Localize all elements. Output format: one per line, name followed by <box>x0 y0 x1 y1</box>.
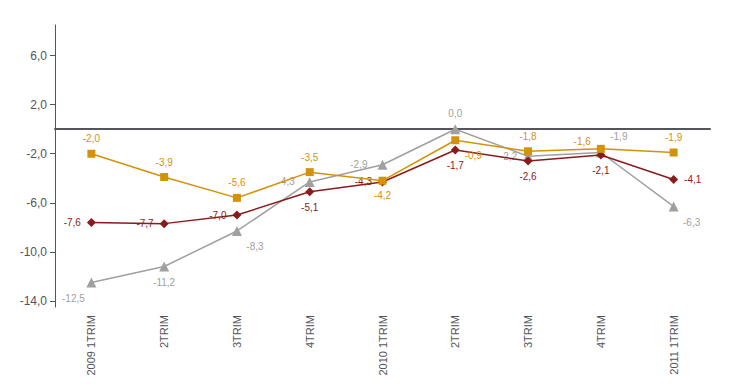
svg-text:-7,7: -7,7 <box>136 218 154 229</box>
svg-text:-4,1: -4,1 <box>684 174 702 185</box>
svg-text:2011 1TRIM: 2011 1TRIM <box>668 315 680 375</box>
svg-text:2TRIM: 2TRIM <box>449 315 461 348</box>
svg-text:-2,0: -2,0 <box>83 133 101 144</box>
svg-text:4TRIM: 4TRIM <box>595 315 607 348</box>
svg-text:3TRIM: 3TRIM <box>522 315 534 348</box>
svg-text:-7,6: -7,6 <box>64 217 82 228</box>
svg-text:-4,3: -4,3 <box>354 176 372 188</box>
svg-text:-2,9: -2,9 <box>350 159 368 170</box>
svg-text:-4,3: -4,3 <box>277 176 295 188</box>
svg-text:3TRIM: 3TRIM <box>231 315 243 348</box>
svg-text:-1,7: -1,7 <box>447 160 465 171</box>
svg-text:-1,9: -1,9 <box>665 132 683 143</box>
svg-text:-3,5: -3,5 <box>301 152 319 163</box>
svg-text:-7,0: -7,0 <box>209 210 227 221</box>
svg-text:2010 1TRIM: 2010 1TRIM <box>377 315 389 376</box>
svg-text:-1,8: -1,8 <box>519 131 537 142</box>
svg-text:2,0: 2,0 <box>30 98 47 112</box>
svg-text:-2,0: -2,0 <box>26 147 47 161</box>
svg-text:-2,1: -2,1 <box>592 165 610 176</box>
svg-text:-1,6: -1,6 <box>574 136 592 147</box>
svg-text:0,0: 0,0 <box>448 108 462 119</box>
svg-text:2TRIM: 2TRIM <box>158 315 170 348</box>
svg-text:-2,2: -2,2 <box>500 151 518 162</box>
svg-text:-4,2: -4,2 <box>374 190 392 201</box>
svg-text:-0,9: -0,9 <box>465 150 483 161</box>
svg-text:-5,6: -5,6 <box>228 177 246 188</box>
svg-text:-12,5: -12,5 <box>62 293 85 304</box>
svg-text:2009 1TRIM: 2009 1TRIM <box>85 315 97 376</box>
svg-text:6,0: 6,0 <box>30 49 47 63</box>
svg-text:-6,0: -6,0 <box>26 196 47 210</box>
svg-text:-6,3: -6,3 <box>683 217 701 228</box>
svg-text:-1,9: -1,9 <box>610 131 628 142</box>
svg-text:-8,3: -8,3 <box>246 241 264 252</box>
svg-text:-2,6: -2,6 <box>519 171 537 182</box>
svg-text:-10,0: -10,0 <box>20 245 48 259</box>
svg-text:-14,0: -14,0 <box>20 294 48 308</box>
svg-text:-3,9: -3,9 <box>156 157 174 168</box>
svg-text:-11,2: -11,2 <box>153 277 175 288</box>
svg-text:4TRIM: 4TRIM <box>304 315 316 348</box>
svg-text:-5,1: -5,1 <box>301 202 319 213</box>
